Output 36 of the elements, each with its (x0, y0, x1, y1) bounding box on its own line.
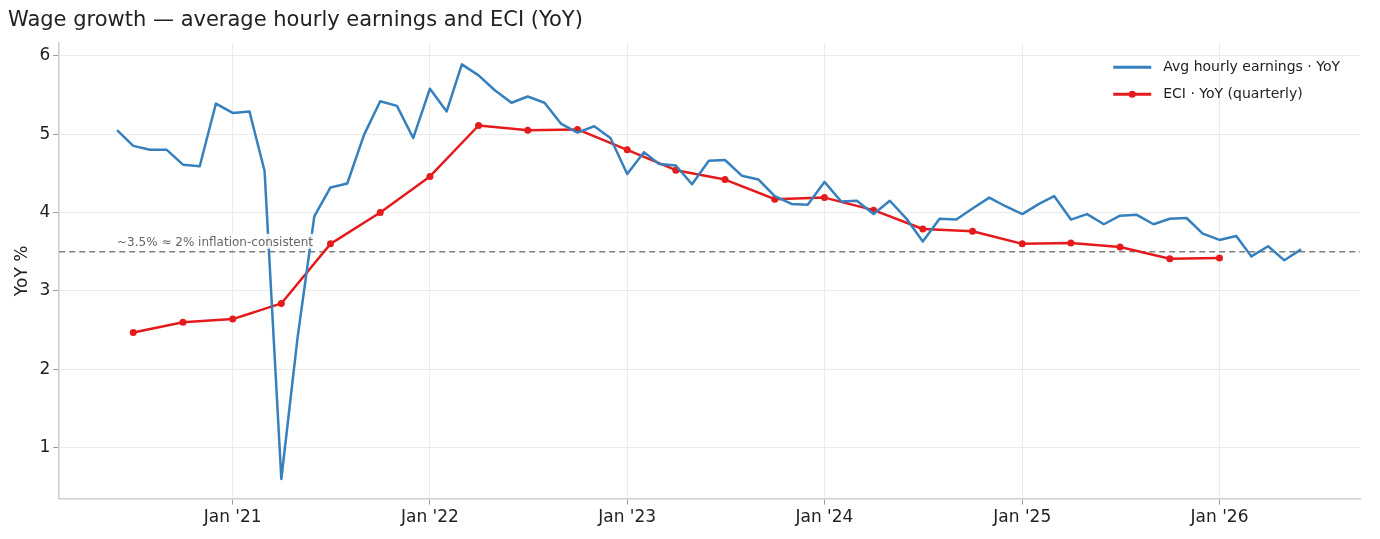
point (969, 227, 977, 235)
point (1067, 239, 1075, 247)
legend-label: ECI · YoY (quarterly) (1163, 84, 1303, 101)
point (277, 299, 285, 307)
point (179, 318, 187, 326)
point (1166, 255, 1174, 263)
x-tick-label: Jan '23 (597, 506, 657, 527)
x-tick-label: Jan '22 (399, 506, 459, 527)
point (229, 315, 237, 323)
y-axis-title: YoY % (10, 245, 31, 298)
y-tick-label: 4 (39, 200, 51, 221)
point (524, 126, 532, 134)
x-tick-label: Jan '21 (202, 506, 262, 527)
y-tick-label: 2 (39, 357, 51, 378)
point (820, 194, 828, 202)
x-tick-label: Jan '26 (1189, 506, 1249, 527)
point (721, 176, 729, 184)
point (426, 172, 434, 180)
ref-line-label: ~3.5% ≈ 2% inflation-consistent (117, 234, 314, 249)
point (475, 122, 483, 129)
x-tick-label: Jan '25 (992, 506, 1052, 527)
y-tick-label: 6 (39, 44, 51, 65)
point (1215, 254, 1223, 262)
legend-label: Avg hourly earnings · YoY (1163, 57, 1341, 74)
y-tick-label: 5 (39, 122, 51, 143)
point (1116, 243, 1124, 251)
x-tick-label: Jan '24 (794, 506, 854, 527)
point (327, 240, 335, 248)
y-tick-label: 1 (39, 436, 51, 457)
point (623, 146, 631, 154)
point (1018, 240, 1026, 248)
chart-title: Wage growth — average hourly earnings and ECI (YoY) (8, 7, 583, 32)
point (919, 225, 927, 233)
point (376, 209, 384, 217)
y-tick-label: 3 (39, 279, 51, 300)
point (129, 328, 137, 336)
